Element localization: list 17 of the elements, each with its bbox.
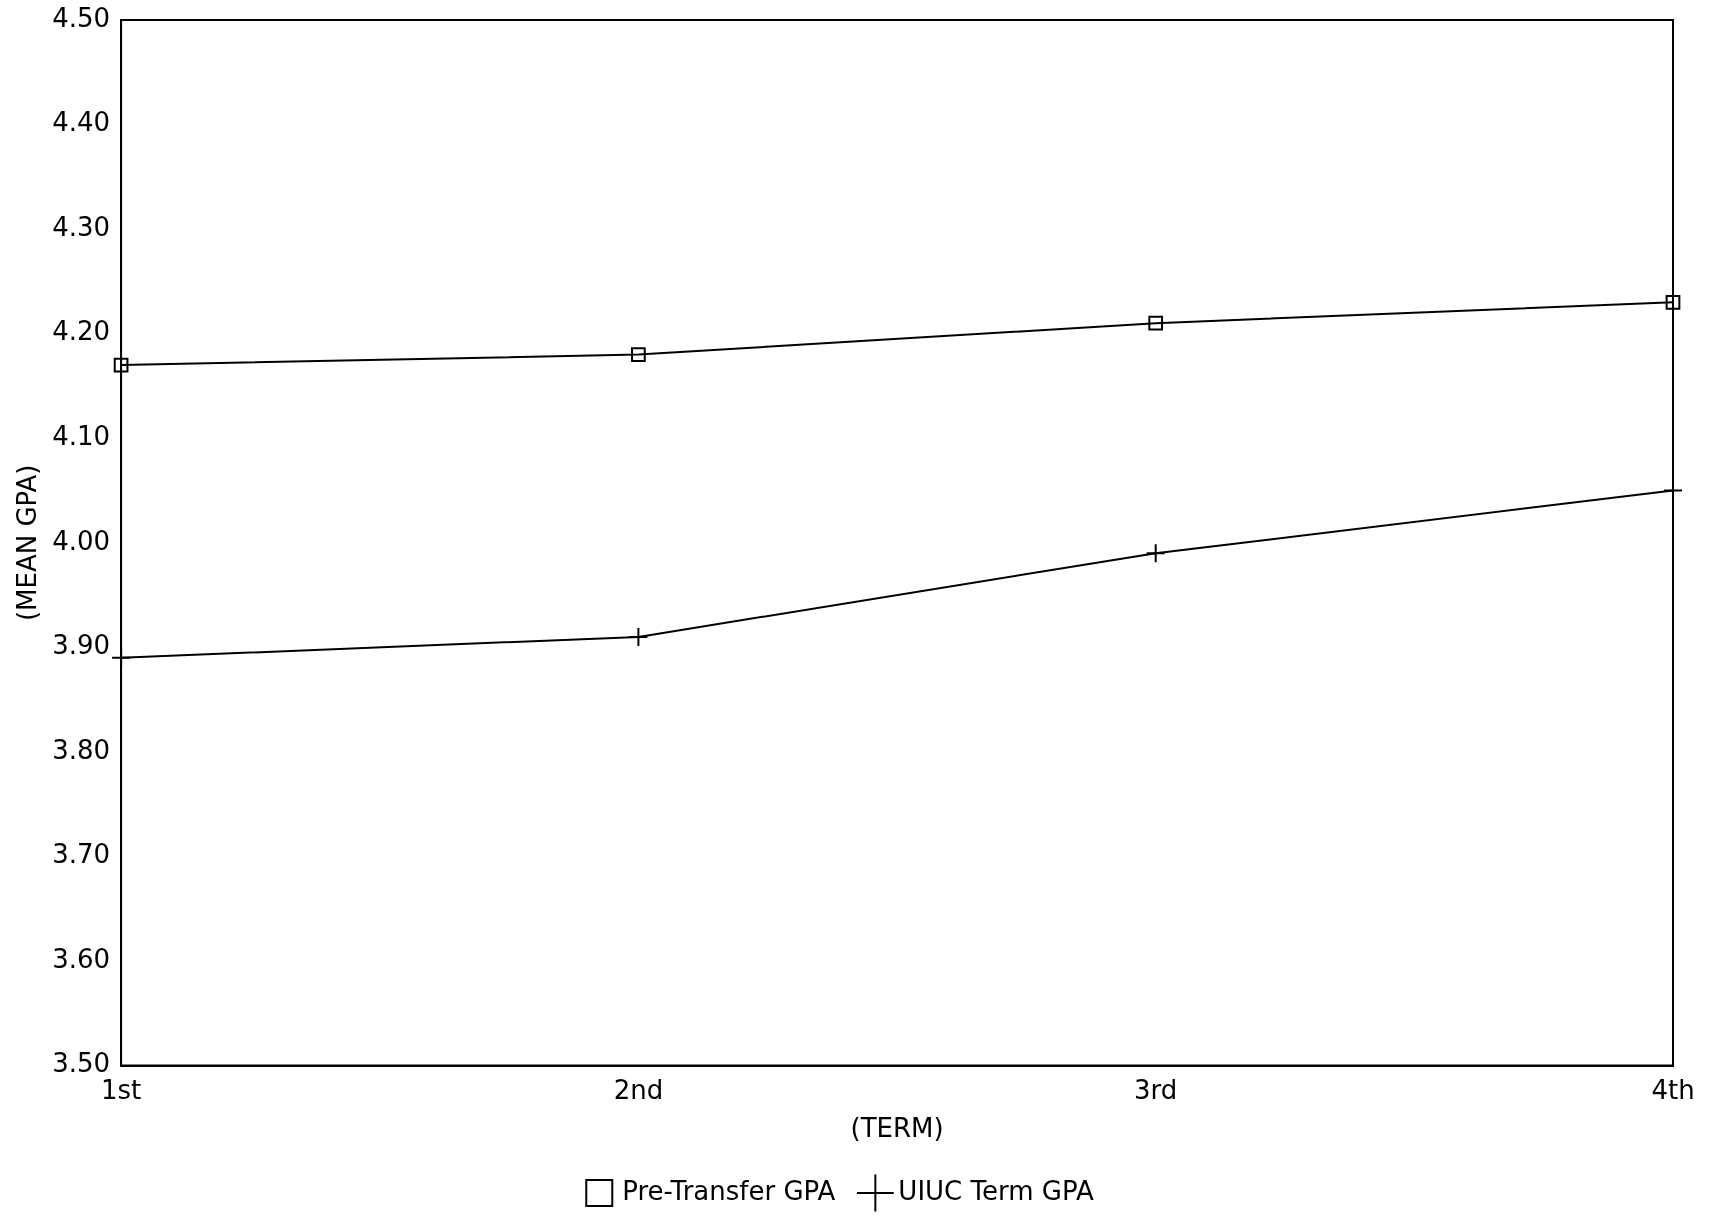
x-axis-title: (TERM) [850,1113,944,1144]
x-tick-label: 2nd [613,1074,664,1105]
x-tick-label: 3rd [1134,1074,1178,1105]
y-tick-label: 3.70 [52,839,111,870]
y-tick-label: 3.60 [52,943,111,974]
y-tick-label: 4.10 [52,420,111,451]
x-tick-label: 4th [1651,1074,1695,1105]
y-tick-label: 3.80 [52,734,111,765]
legend-label: Pre-Transfer GPA [622,1175,836,1206]
legend-label: UIUC Term GPA [898,1175,1094,1206]
y-axis-title: (MEAN GPA) [12,464,43,622]
y-tick-label: 3.90 [52,630,111,661]
y-tick-label: 4.00 [52,525,111,556]
y-tick-label: 4.40 [52,107,111,138]
y-tick-label: 4.50 [52,2,111,33]
y-tick-label: 4.30 [52,211,111,242]
y-tick-label: 4.20 [52,316,111,347]
